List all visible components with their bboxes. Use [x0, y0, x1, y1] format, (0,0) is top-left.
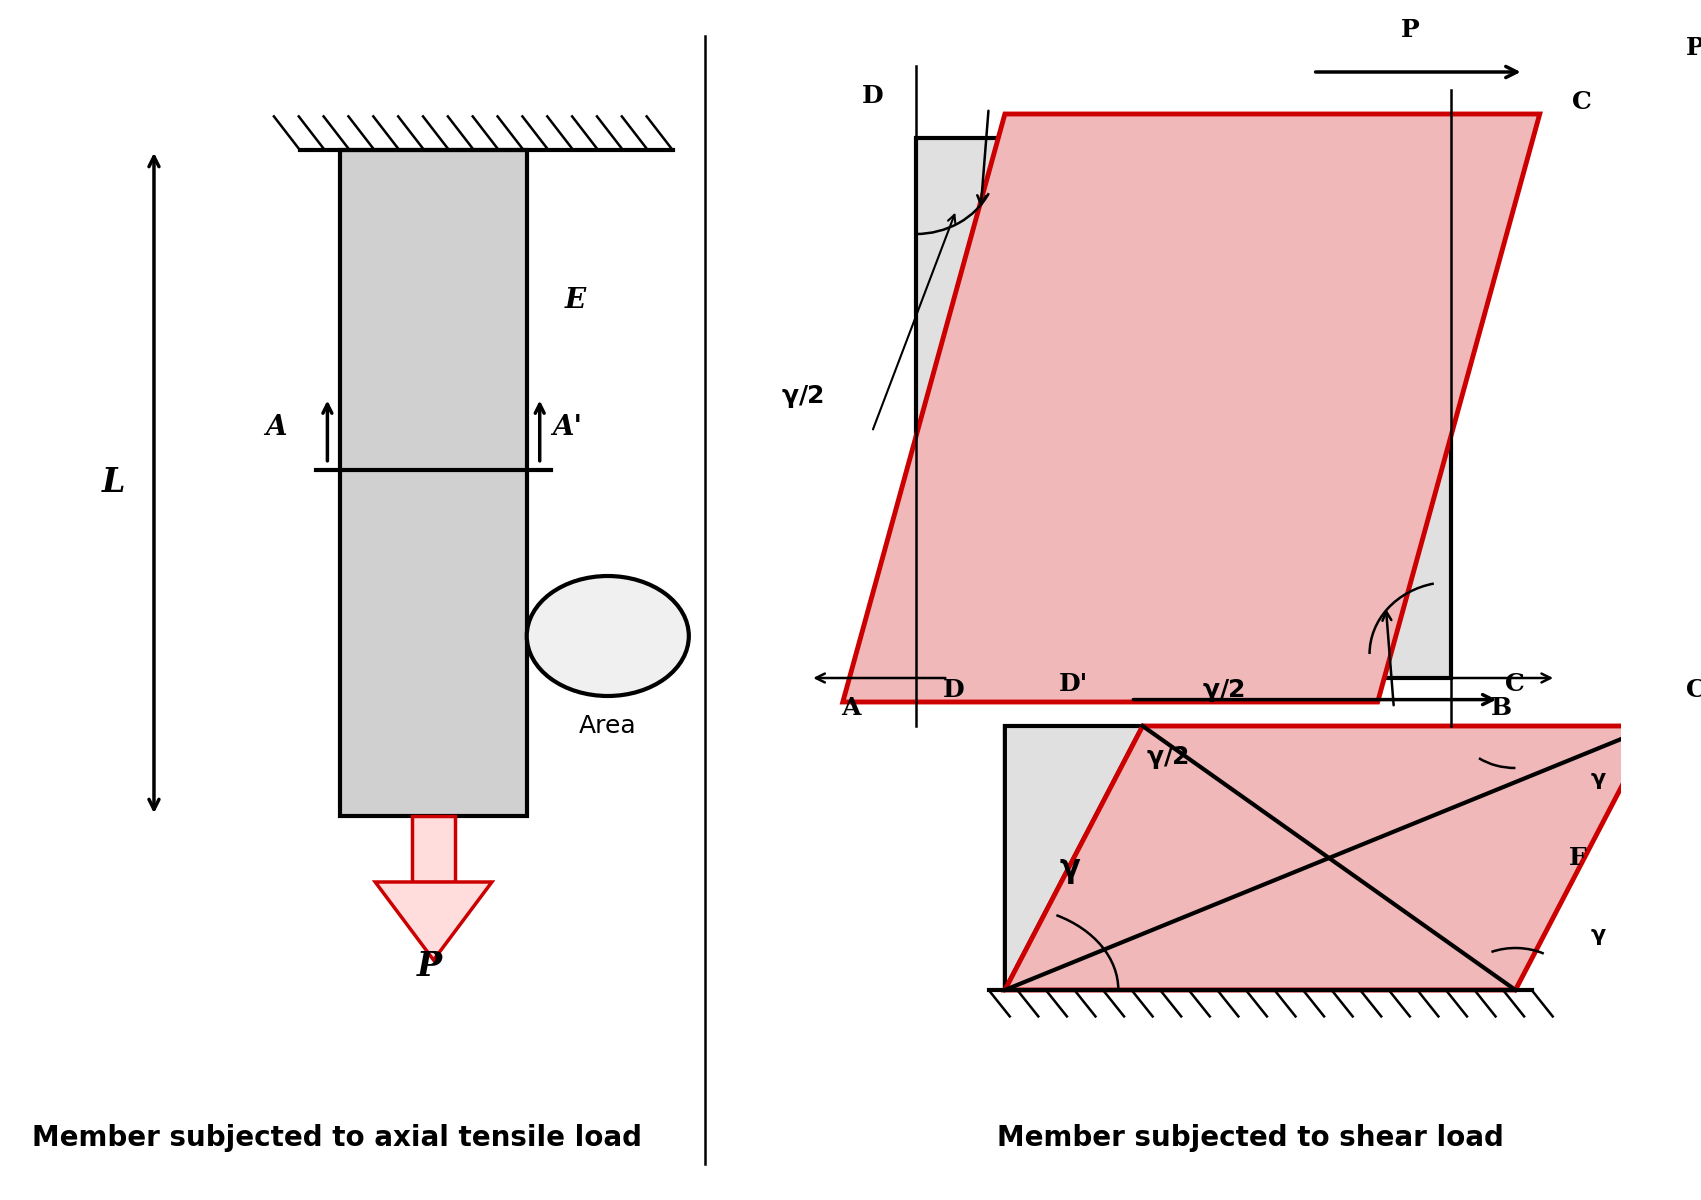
Text: $\mathbf{\gamma}$: $\mathbf{\gamma}$ [1590, 925, 1606, 947]
Text: P: P [417, 949, 442, 983]
Text: P: P [1686, 36, 1701, 60]
Text: D: D [862, 84, 883, 108]
Polygon shape [1005, 726, 1143, 990]
Text: $\mathbf{\gamma}$: $\mathbf{\gamma}$ [1058, 854, 1080, 886]
Text: B: B [1492, 696, 1512, 720]
Text: $\mathbf{\gamma}$: $\mathbf{\gamma}$ [1590, 769, 1606, 791]
Text: D': D' [1060, 672, 1089, 696]
Text: C: C [1505, 672, 1526, 696]
Polygon shape [1005, 726, 1653, 990]
Polygon shape [915, 138, 1451, 678]
Text: Member subjected to axial tensile load: Member subjected to axial tensile load [32, 1124, 643, 1152]
Text: A: A [265, 414, 286, 442]
Text: C': C' [1686, 678, 1701, 702]
Text: A: A [842, 696, 861, 720]
Text: $\mathbf{\gamma/2}$: $\mathbf{\gamma/2}$ [1146, 744, 1189, 770]
Text: D: D [942, 678, 964, 702]
Text: L: L [102, 467, 126, 499]
Polygon shape [340, 150, 527, 816]
Text: $\mathbf{\gamma/2}$: $\mathbf{\gamma/2}$ [1203, 677, 1245, 703]
Text: F: F [1568, 846, 1587, 870]
Text: Member subjected to shear load: Member subjected to shear load [997, 1124, 1504, 1152]
Text: Area: Area [578, 714, 636, 738]
Polygon shape [842, 114, 1539, 702]
Circle shape [527, 576, 689, 696]
Text: P: P [1400, 18, 1419, 42]
Polygon shape [412, 816, 456, 882]
Text: C: C [1572, 90, 1592, 114]
Text: A': A' [553, 414, 582, 442]
Text: E: E [565, 287, 585, 313]
Text: $\mathbf{\gamma/2}$: $\mathbf{\gamma/2}$ [781, 383, 823, 409]
Polygon shape [376, 882, 492, 960]
